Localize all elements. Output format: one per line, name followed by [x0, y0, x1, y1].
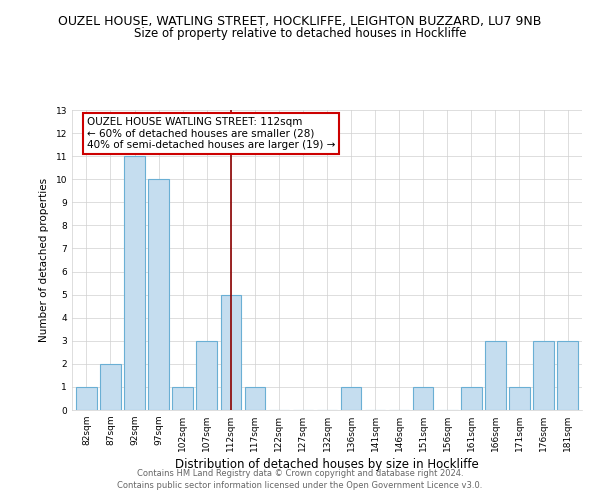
Text: OUZEL HOUSE WATLING STREET: 112sqm
← 60% of detached houses are smaller (28)
40%: OUZEL HOUSE WATLING STREET: 112sqm ← 60%…: [86, 117, 335, 150]
Y-axis label: Number of detached properties: Number of detached properties: [38, 178, 49, 342]
Bar: [124, 156, 145, 410]
Text: Contains public sector information licensed under the Open Government Licence v3: Contains public sector information licen…: [118, 481, 482, 490]
Bar: [148, 179, 169, 410]
Bar: [413, 387, 433, 410]
Bar: [461, 387, 482, 410]
Bar: [533, 341, 554, 410]
Text: Size of property relative to detached houses in Hockliffe: Size of property relative to detached ho…: [134, 28, 466, 40]
Bar: [485, 341, 506, 410]
Text: Contains HM Land Registry data © Crown copyright and database right 2024.: Contains HM Land Registry data © Crown c…: [137, 468, 463, 477]
Bar: [100, 364, 121, 410]
Bar: [557, 341, 578, 410]
Bar: [196, 341, 217, 410]
Bar: [341, 387, 361, 410]
Bar: [172, 387, 193, 410]
Text: OUZEL HOUSE, WATLING STREET, HOCKLIFFE, LEIGHTON BUZZARD, LU7 9NB: OUZEL HOUSE, WATLING STREET, HOCKLIFFE, …: [58, 15, 542, 28]
Bar: [509, 387, 530, 410]
Bar: [245, 387, 265, 410]
Bar: [76, 387, 97, 410]
Bar: [221, 294, 241, 410]
X-axis label: Distribution of detached houses by size in Hockliffe: Distribution of detached houses by size …: [175, 458, 479, 471]
